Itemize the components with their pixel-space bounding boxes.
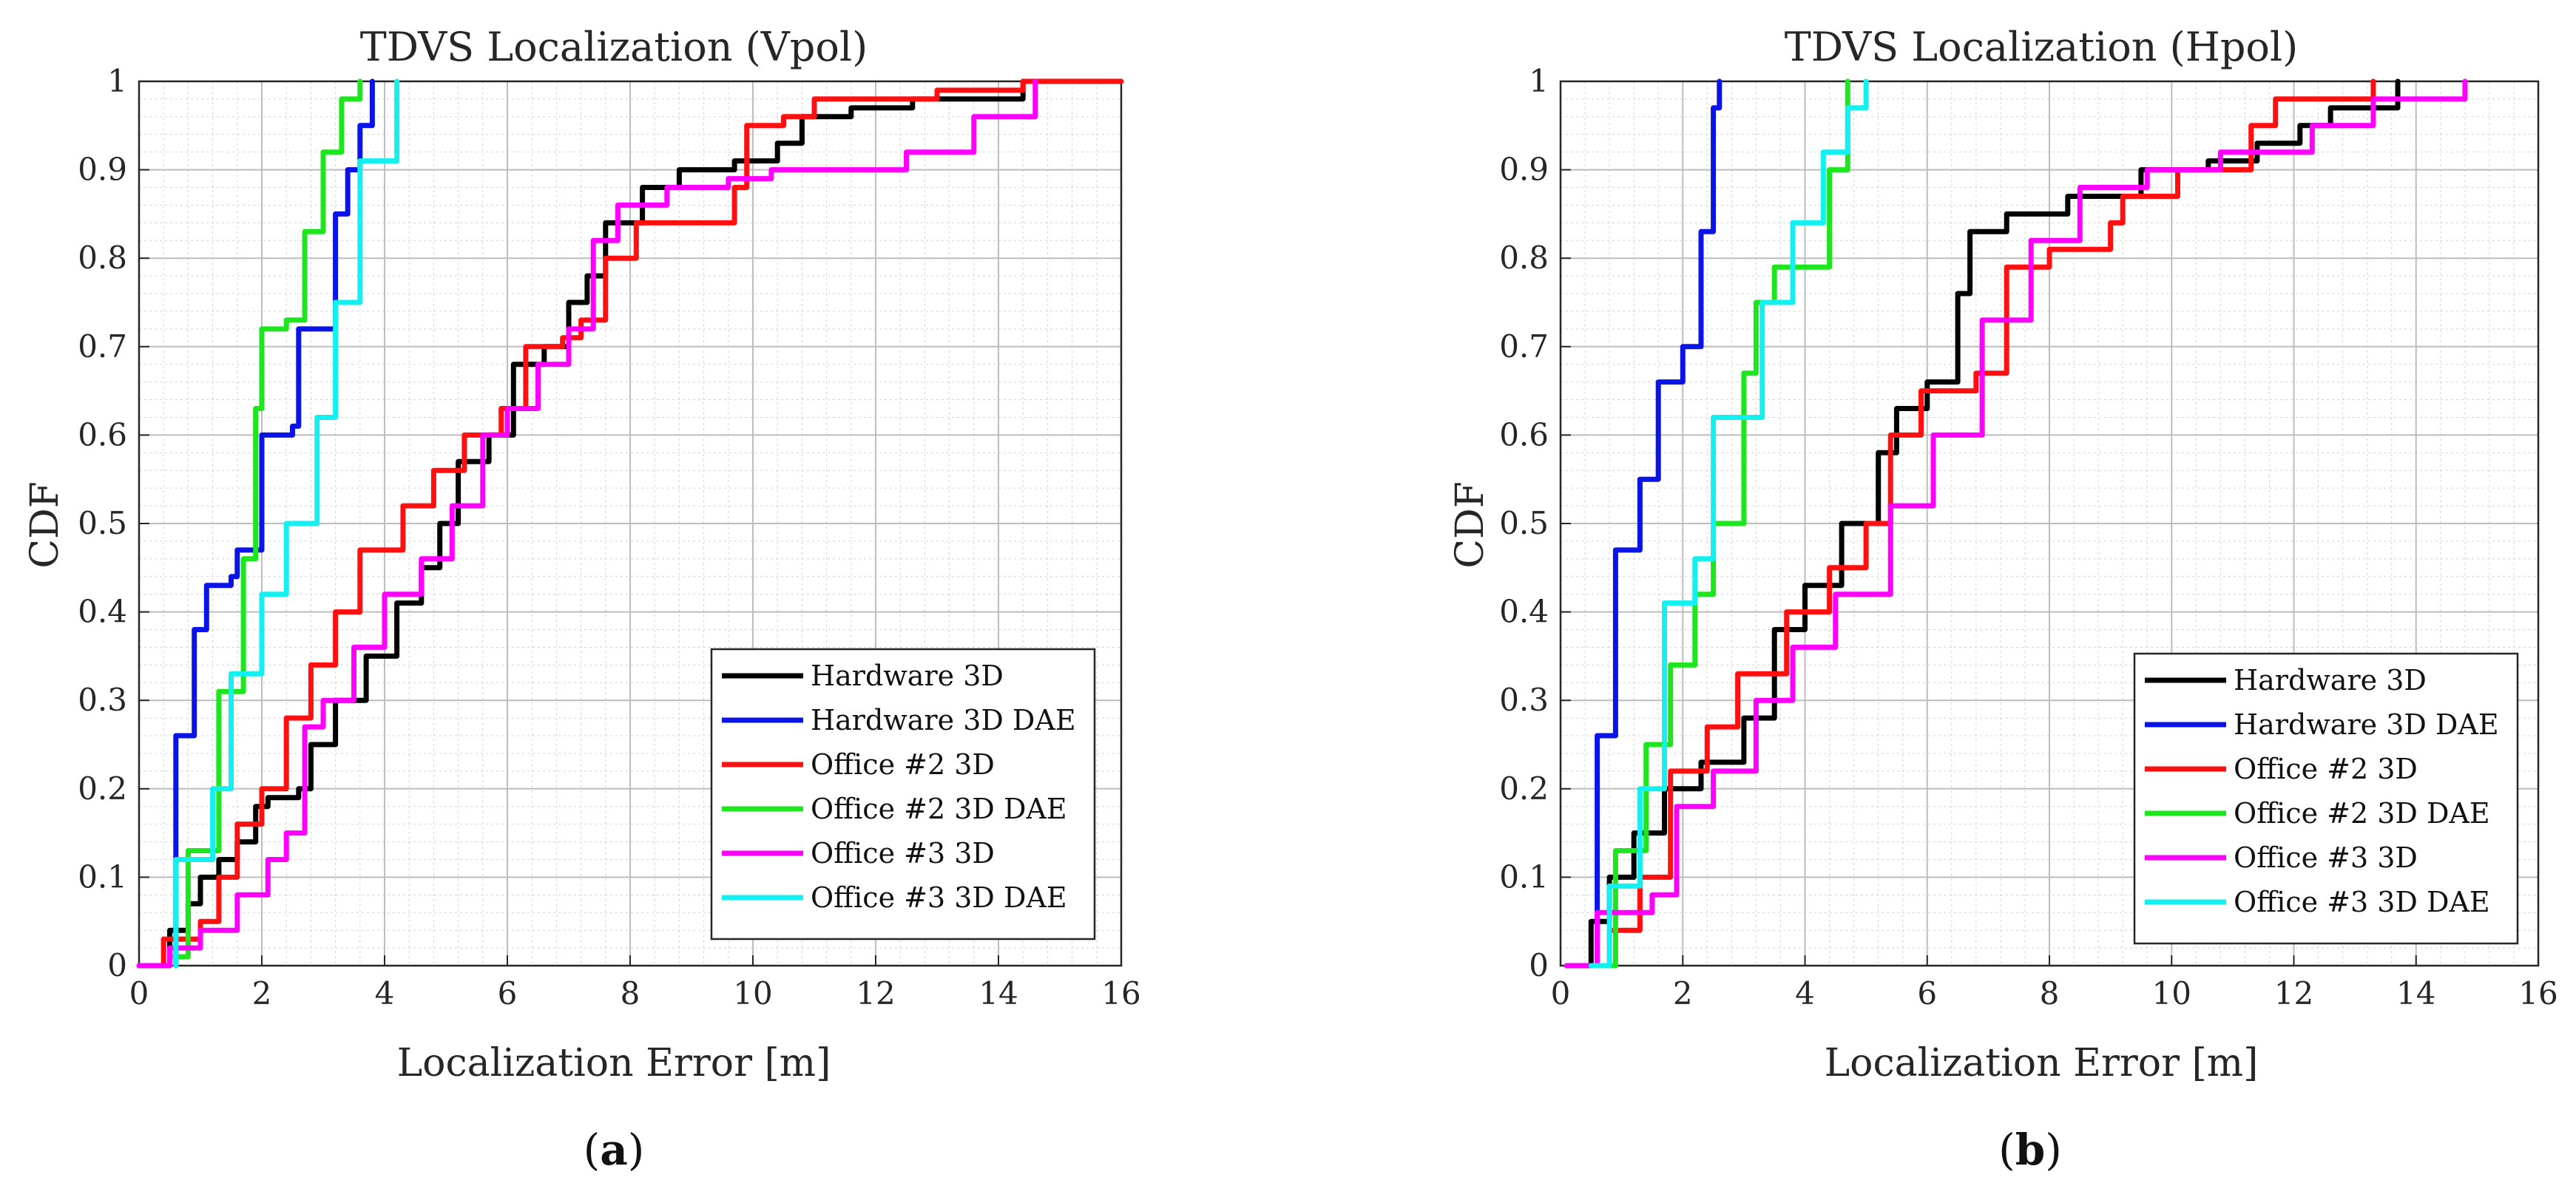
legend-label: Office #3 3D [2234, 841, 2418, 874]
legend-label: Office #2 3D DAE [811, 793, 1067, 825]
x-tick-label: 10 [2152, 975, 2191, 1011]
x-tick-label: 0 [129, 975, 149, 1011]
series-line [1563, 78, 2401, 969]
legend-label: Hardware 3D DAE [811, 704, 1076, 736]
legend-label: Hardware 3D [2234, 664, 2427, 697]
x-tick-label: 2 [1673, 975, 1693, 1011]
series-line [173, 78, 375, 969]
y-tick-label: 0.2 [78, 770, 127, 807]
series-line [1563, 78, 2468, 969]
legend-label: Office #3 3D [811, 837, 995, 870]
legend: Hardware 3D Hardware 3D DAE Office #2 3D Of… [2133, 652, 2519, 945]
series-lines [1563, 78, 2468, 969]
x-tick-label: 12 [2274, 975, 2313, 1011]
chart-title: TDVS Localization (Vpol) [360, 24, 868, 70]
y-tick-label: 0.8 [1499, 240, 1549, 276]
svg-text:(b): (b) [1998, 1125, 2062, 1175]
legend: Hardware 3D Hardware 3D DAE Office #2 3D Of… [710, 648, 1096, 941]
y-tick-label: 0.8 [78, 240, 127, 276]
legend-box [2133, 652, 2519, 945]
legend-label: Office #2 3D [811, 748, 995, 781]
y-tick-label: 0.1 [1499, 858, 1549, 895]
y-tick-label: 1 [107, 63, 127, 99]
x-tick-label: 10 [733, 975, 772, 1011]
series-lines [136, 78, 1124, 969]
x-tick-label: 4 [375, 975, 395, 1011]
y-tick-label: 1 [1529, 63, 1549, 99]
legend-label: Hardware 3D [811, 660, 1004, 692]
y-tick-label: 0.6 [1499, 416, 1549, 453]
chart-panel-a: TDVS Localization (Vpol) Localization Er… [23, 24, 1141, 1175]
figure-caption: (a) [584, 1125, 645, 1175]
legend-label: Office #3 3D DAE [2234, 886, 2490, 918]
series-line [1570, 78, 2376, 969]
y-tick-label: 0.7 [1499, 328, 1549, 365]
svg-text:(a): (a) [584, 1125, 645, 1175]
figure-caption: (b) [1998, 1125, 2062, 1175]
x-tick-label: 12 [856, 975, 895, 1011]
y-axis-label: CDF [23, 481, 67, 569]
x-axis-label: Localization Error [m] [1825, 1041, 2259, 1085]
y-tick-label: 0.9 [78, 152, 127, 188]
x-tick-label: 8 [2040, 975, 2060, 1011]
y-tick-label: 0.3 [78, 682, 127, 718]
x-axis-label: Localization Error [m] [397, 1041, 831, 1085]
x-tick-label: 4 [1795, 975, 1815, 1011]
series-line [160, 78, 363, 969]
x-tick-label: 6 [498, 975, 518, 1011]
caption-letter: b [2015, 1125, 2046, 1175]
y-axis-label: CDF [1448, 481, 1492, 569]
x-tick-label: 8 [621, 975, 640, 1011]
x-tick-label: 14 [2396, 975, 2435, 1011]
y-tick-label: 0 [1529, 947, 1549, 983]
y-tick-label: 0.7 [78, 328, 127, 365]
x-tick-label: 6 [1917, 975, 1937, 1011]
legend-label: Office #2 3D DAE [2234, 797, 2490, 830]
y-tick-label: 0.5 [1499, 505, 1549, 541]
y-tick-label: 0.4 [1499, 594, 1549, 630]
chart-panel-b: TDVS Localization (Hpol) Localization Er… [1448, 24, 2558, 1175]
y-tick-label: 0.2 [1499, 770, 1549, 807]
x-tick-label: 0 [1551, 975, 1571, 1011]
y-tick-label: 0.1 [78, 858, 127, 895]
series-line [136, 78, 1038, 969]
y-tick-label: 0 [107, 947, 127, 983]
legend-box [710, 648, 1096, 941]
y-tick-label: 0.3 [1499, 682, 1549, 718]
legend-label: Hardware 3D DAE [2234, 708, 2499, 741]
legend-label: Office #2 3D [2234, 753, 2418, 785]
y-tick-label: 0.9 [1499, 152, 1549, 188]
series-line [1588, 78, 1869, 969]
y-tick-label: 0.4 [78, 594, 127, 630]
caption-letter: a [600, 1125, 628, 1175]
x-tick-label: 16 [2518, 975, 2558, 1011]
legend-label: Office #3 3D DAE [811, 881, 1067, 914]
x-tick-label: 2 [252, 975, 272, 1011]
y-tick-label: 0.6 [78, 416, 127, 453]
x-tick-label: 14 [978, 975, 1018, 1011]
x-tick-label: 16 [1101, 975, 1140, 1011]
series-line [1595, 78, 1723, 969]
chart-title: TDVS Localization (Hpol) [1785, 24, 2299, 70]
series-line [173, 78, 400, 969]
y-tick-label: 0.5 [78, 505, 127, 541]
